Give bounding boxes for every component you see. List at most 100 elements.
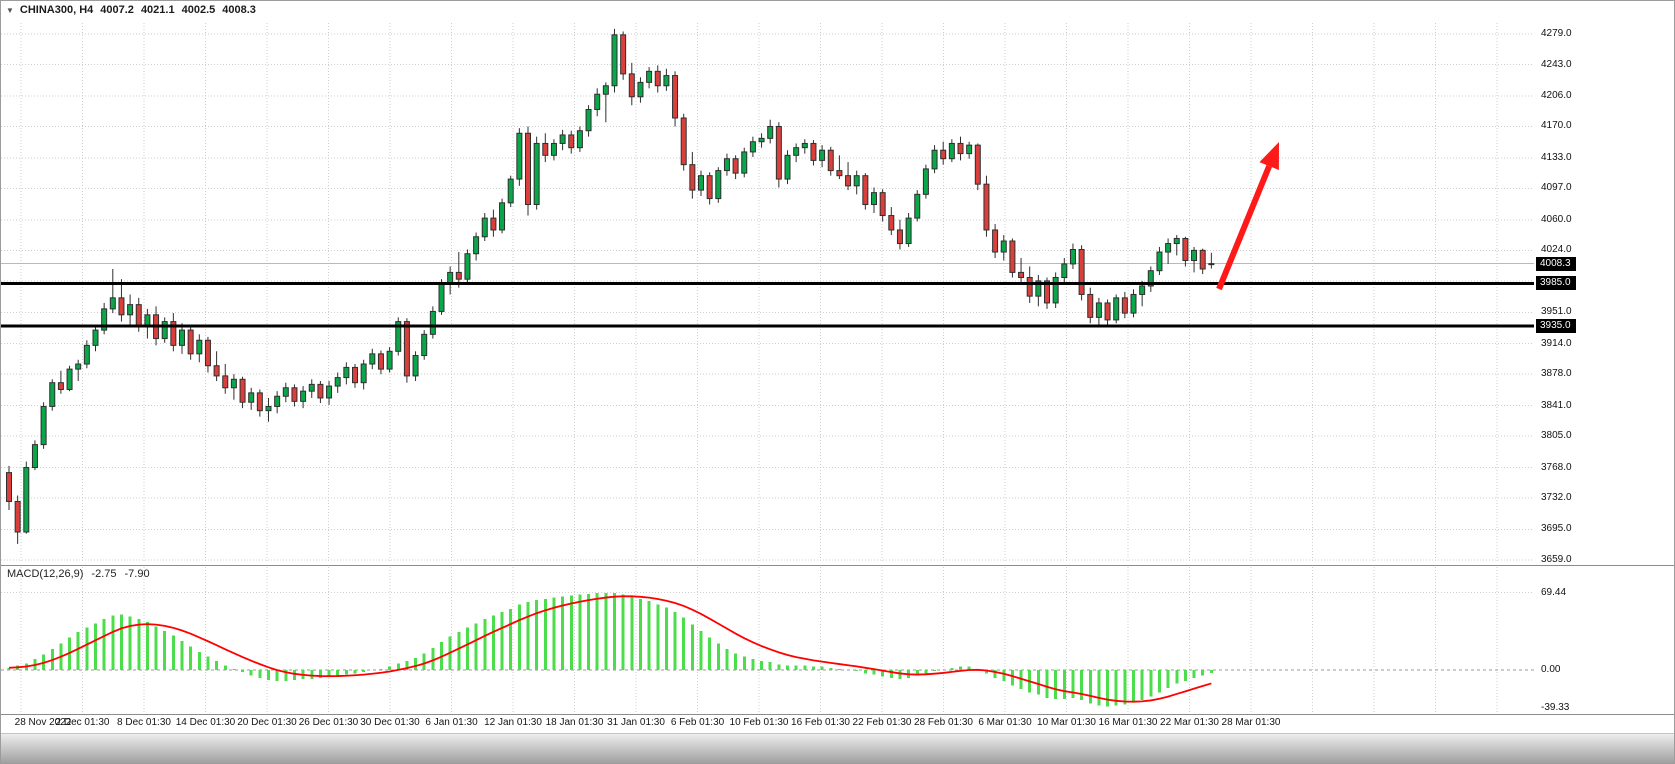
candle[interactable] xyxy=(957,136,964,161)
candle[interactable] xyxy=(31,440,38,471)
candle[interactable] xyxy=(940,141,947,165)
time-axis[interactable]: 28 Nov 2022 2 Dec 01:30 8 Dec 01:30 14 Dec … xyxy=(1,715,1534,733)
candle[interactable] xyxy=(784,150,791,185)
candle[interactable] xyxy=(179,323,185,354)
candle[interactable] xyxy=(170,313,177,352)
candle[interactable] xyxy=(706,172,713,205)
candle[interactable] xyxy=(1061,257,1068,283)
candle[interactable] xyxy=(594,88,601,117)
candle[interactable] xyxy=(966,141,973,159)
candle[interactable] xyxy=(914,190,921,222)
candle[interactable] xyxy=(92,325,99,352)
candle[interactable] xyxy=(1087,287,1094,324)
candle[interactable] xyxy=(1069,243,1076,270)
symbol-dropdown-icon[interactable]: ▼ xyxy=(6,5,14,15)
candle[interactable] xyxy=(308,379,315,398)
candle[interactable] xyxy=(1078,245,1085,301)
candle[interactable] xyxy=(109,269,116,314)
candle[interactable] xyxy=(628,62,635,106)
candle[interactable] xyxy=(931,145,938,174)
candle[interactable] xyxy=(490,209,497,237)
candle[interactable] xyxy=(204,336,211,373)
candle[interactable] xyxy=(542,133,549,163)
candle[interactable] xyxy=(66,365,73,392)
main-chart-plot[interactable] xyxy=(1,1,1675,565)
candle[interactable] xyxy=(1130,289,1137,318)
candle[interactable] xyxy=(723,153,730,176)
candle[interactable] xyxy=(836,155,843,180)
candle[interactable] xyxy=(57,370,64,394)
candle[interactable] xyxy=(1018,257,1025,284)
candle[interactable] xyxy=(533,136,540,210)
candle[interactable] xyxy=(256,389,263,417)
candle[interactable] xyxy=(473,232,480,261)
candle[interactable] xyxy=(222,364,229,394)
price-axis[interactable]: 4279.0 4243.0 4206.0 4170.0 4133.0 4097.0 4060… xyxy=(1535,1,1674,715)
candle[interactable] xyxy=(672,71,679,127)
candle[interactable] xyxy=(395,317,402,356)
macd-indicator-plot[interactable] xyxy=(1,565,1675,715)
candle[interactable] xyxy=(871,187,877,214)
candle[interactable] xyxy=(654,65,661,93)
candle[interactable] xyxy=(749,136,756,158)
candle[interactable] xyxy=(300,386,307,409)
candle[interactable] xyxy=(230,374,237,400)
candle[interactable] xyxy=(896,219,903,250)
candle[interactable] xyxy=(1156,246,1163,275)
candle[interactable] xyxy=(758,133,765,148)
candle[interactable] xyxy=(775,122,782,188)
candle[interactable] xyxy=(14,495,21,544)
candle[interactable] xyxy=(352,364,358,388)
candle[interactable] xyxy=(689,151,696,199)
candle[interactable] xyxy=(680,113,687,171)
candle[interactable] xyxy=(974,143,981,191)
candle[interactable] xyxy=(637,77,644,103)
candle[interactable] xyxy=(499,198,506,234)
candle[interactable] xyxy=(879,189,886,222)
candle[interactable] xyxy=(403,318,410,383)
candle[interactable] xyxy=(1139,280,1146,307)
candle[interactable] xyxy=(386,347,393,373)
candle[interactable] xyxy=(326,380,333,405)
candle[interactable] xyxy=(845,162,852,191)
candle[interactable] xyxy=(568,130,575,154)
candle[interactable] xyxy=(905,213,912,247)
candle[interactable] xyxy=(1052,272,1059,309)
candle[interactable] xyxy=(282,382,289,403)
candle[interactable] xyxy=(983,175,990,237)
candle[interactable] xyxy=(6,465,12,510)
candle[interactable] xyxy=(265,397,272,422)
candle[interactable] xyxy=(127,294,134,326)
candle[interactable] xyxy=(464,249,471,284)
candle[interactable] xyxy=(75,359,82,381)
candle[interactable] xyxy=(161,317,168,343)
candle[interactable] xyxy=(187,324,194,360)
candle[interactable] xyxy=(343,362,350,385)
candle[interactable] xyxy=(827,146,834,176)
candle[interactable] xyxy=(144,308,151,339)
candle[interactable] xyxy=(602,82,609,123)
candle[interactable] xyxy=(1113,294,1120,324)
candle[interactable] xyxy=(948,139,955,163)
candle[interactable] xyxy=(49,379,56,411)
candle[interactable] xyxy=(793,143,800,163)
candle[interactable] xyxy=(862,173,869,210)
candle[interactable] xyxy=(429,306,436,339)
candle[interactable] xyxy=(585,105,592,137)
candle[interactable] xyxy=(507,175,514,208)
candle[interactable] xyxy=(922,164,929,199)
candle[interactable] xyxy=(101,302,108,335)
candle[interactable] xyxy=(801,139,808,154)
candle[interactable] xyxy=(550,139,557,161)
candle[interactable] xyxy=(810,140,817,166)
candle[interactable] xyxy=(1165,238,1172,264)
candle[interactable] xyxy=(663,68,670,91)
candle[interactable] xyxy=(118,279,125,322)
candle[interactable] xyxy=(698,170,704,197)
candle[interactable] xyxy=(1035,274,1042,307)
candle[interactable] xyxy=(23,461,30,534)
trend-arrow[interactable] xyxy=(1216,142,1279,291)
candle[interactable] xyxy=(1095,297,1102,326)
candle[interactable] xyxy=(525,126,531,216)
candle[interactable] xyxy=(274,391,281,414)
